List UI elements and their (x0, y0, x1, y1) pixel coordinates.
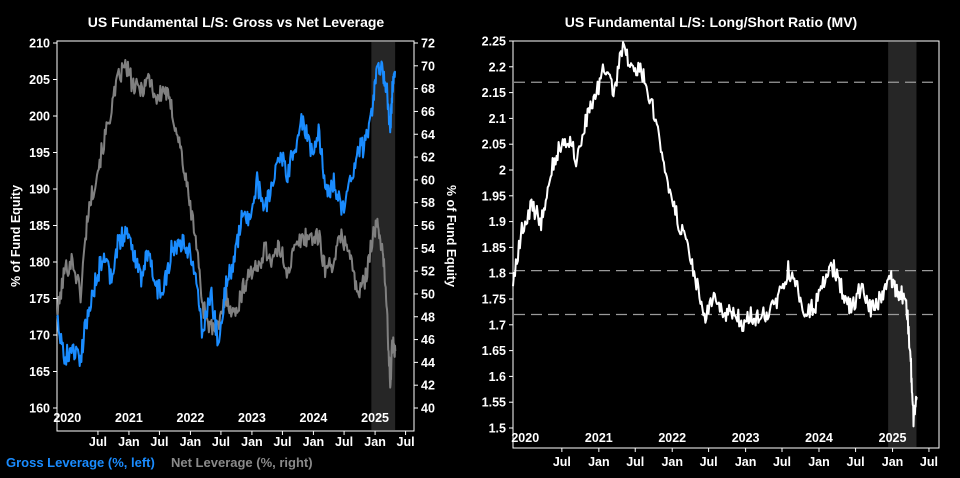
y-tick-label: 1.5 (489, 422, 506, 436)
left-y-tick-label: 190 (29, 183, 50, 197)
x-tick-label-month: Jul (700, 455, 718, 469)
y-tick-label: 2 (499, 164, 506, 178)
x-tick-label-year: 2022 (658, 431, 686, 445)
right-y-tick-label: 60 (421, 173, 435, 187)
x-tick-label-year: 2024 (300, 411, 328, 425)
long-short-ratio-chart: US Fundamental L/S: Long/Short Ratio (MV… (482, 14, 940, 469)
x-tick-label-month: Jul (335, 435, 353, 449)
x-tick-label-year: 2025 (361, 411, 389, 425)
left-y-tick-label: 175 (29, 292, 50, 306)
left-y-tick-label: 180 (29, 256, 50, 270)
x-tick-label-month: Jul (397, 435, 415, 449)
y-tick-label: 1.95 (482, 189, 506, 203)
x-tick-label-month: Jan (241, 435, 263, 449)
left-y-tick-label: 160 (29, 402, 50, 416)
x-tick-label-month: Jul (273, 435, 291, 449)
right-y-tick-label: 72 (421, 37, 435, 51)
y-tick-label: 1.65 (482, 344, 506, 358)
right-y-tick-label: 42 (421, 379, 435, 393)
x-tick-label-year: 2025 (879, 431, 907, 445)
x-tick-label-month: Jul (212, 435, 230, 449)
right-y-tick-label: 44 (421, 356, 435, 370)
left-y-tick-label: 195 (29, 146, 50, 160)
x-tick-label-month: Jan (808, 455, 830, 469)
right-y-tick-label: 70 (421, 59, 435, 73)
left-y-tick-label: 205 (29, 73, 50, 87)
net-leverage-line (56, 59, 397, 389)
left-y-tick-label: 170 (29, 329, 50, 343)
y-tick-label: 2.15 (482, 86, 506, 100)
left-y-axis-label: % of Fund Equity (9, 185, 23, 287)
y-tick-label: 1.7 (489, 318, 506, 332)
x-tick-label-year: 2022 (177, 411, 205, 425)
right-y-tick-label: 58 (421, 196, 435, 210)
y-tick-label: 1.75 (482, 293, 506, 307)
x-tick-label-month: Jan (588, 455, 610, 469)
x-tick-label-month: Jan (303, 435, 325, 449)
right-y-tick-label: 40 (421, 402, 435, 416)
x-tick-label-month: Jul (847, 455, 865, 469)
right-y-tick-label: 66 (421, 105, 435, 119)
x-tick-label-year: 2024 (805, 431, 833, 445)
gross-leverage-line (56, 60, 397, 367)
y-tick-label: 1.55 (482, 396, 506, 410)
x-tick-label-year: 2020 (53, 411, 81, 425)
x-tick-label-month: Jul (89, 435, 107, 449)
right-y-tick-label: 68 (421, 82, 435, 96)
shaded-period (371, 42, 396, 430)
x-tick-label-month: Jan (180, 435, 202, 449)
x-tick-label-year: 2023 (732, 431, 760, 445)
y-tick-label: 2.05 (482, 138, 506, 152)
left-y-tick-label: 165 (29, 365, 50, 379)
right-plot-area (512, 40, 940, 449)
right-y-tick-label: 54 (421, 242, 435, 256)
x-tick-label-year: 2021 (585, 431, 613, 445)
y-tick-label: 1.9 (489, 215, 506, 229)
x-tick-label-month: Jan (661, 455, 683, 469)
x-tick-label-year: 2020 (511, 431, 539, 445)
x-tick-label-month: Jan (882, 455, 904, 469)
left-chart-title: US Fundamental L/S: Gross vs Net Leverag… (88, 14, 385, 30)
right-y-tick-label: 46 (421, 333, 435, 347)
x-tick-label-month: Jan (118, 435, 140, 449)
x-tick-label-month: Jul (553, 455, 571, 469)
x-tick-label-month: Jul (920, 455, 938, 469)
legend-net-leverage: Net Leverage (%, right) (171, 455, 313, 470)
left-plot-area (56, 40, 415, 432)
left-y-tick-label: 210 (29, 37, 50, 51)
x-tick-label-year: 2023 (238, 411, 266, 425)
right-y-tick-label: 64 (421, 128, 435, 142)
right-y-tick-label: 52 (421, 265, 435, 279)
x-tick-label-month: Jan (364, 435, 386, 449)
y-tick-label: 2.2 (489, 60, 506, 74)
right-y-axis-label: % of Fund Equity (444, 185, 458, 287)
y-tick-label: 1.85 (482, 241, 506, 255)
y-tick-label: 1.8 (489, 267, 506, 281)
legend-gross-leverage: Gross Leverage (%, left) (6, 455, 155, 470)
right-y-tick-label: 56 (421, 219, 435, 233)
x-tick-label-month: Jan (735, 455, 757, 469)
y-tick-label: 1.6 (489, 370, 506, 384)
left-y-tick-label: 185 (29, 219, 50, 233)
y-tick-label: 2.1 (489, 112, 506, 126)
x-tick-label-month: Jul (773, 455, 791, 469)
right-chart-title: US Fundamental L/S: Long/Short Ratio (MV… (565, 14, 857, 30)
x-tick-label-month: Jul (150, 435, 168, 449)
right-y-tick-label: 50 (421, 287, 435, 301)
gross-vs-net-chart: US Fundamental L/S: Gross vs Net Leverag… (6, 14, 458, 470)
y-tick-label: 2.25 (482, 35, 506, 49)
x-tick-label-year: 2021 (115, 411, 143, 425)
long-short-ratio-line (512, 41, 918, 428)
right-y-tick-label: 48 (421, 310, 435, 324)
right-y-tick-label: 62 (421, 151, 435, 165)
left-y-tick-label: 200 (29, 110, 50, 124)
x-tick-label-month: Jul (626, 455, 644, 469)
